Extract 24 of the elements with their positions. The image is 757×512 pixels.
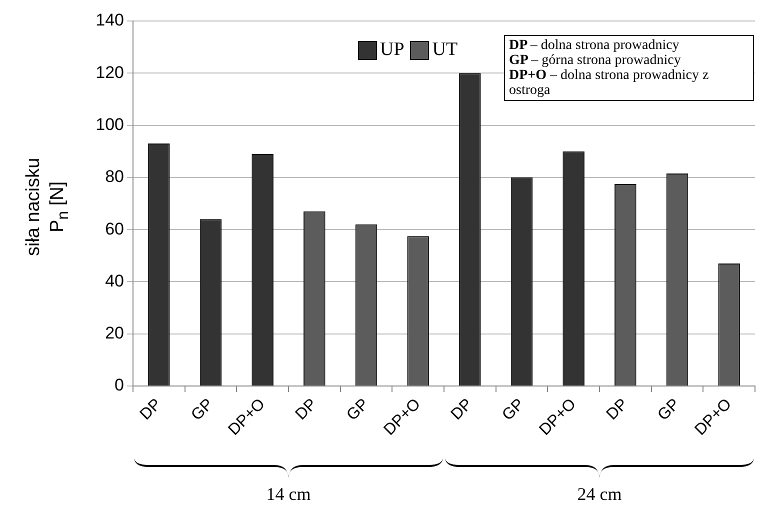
- x-tick-label: GP: [499, 396, 528, 424]
- x-tick-label: DP: [604, 396, 632, 424]
- text: 14 cm: [266, 484, 311, 505]
- note-box: DP – dolna strona prowadnicy GP – górna strona prowadnicy DP+O – dolna strona prowadnicy z ostroga: [504, 35, 754, 101]
- x-tick-label: GP: [188, 396, 217, 424]
- annotation: GP – górna strona prowadnicy: [509, 53, 682, 68]
- annotation: DP – dolna strona prowadnicy: [509, 38, 680, 53]
- y-tick-label: 100: [96, 114, 124, 134]
- x-tick-label: GP: [344, 396, 372, 424]
- annotation: DP+O – dolna strona prowadnicy z ostroga: [509, 68, 710, 98]
- y-tick-label: 40: [105, 271, 124, 290]
- y-tick-label: 80: [105, 167, 124, 186]
- x-tick-label: DP: [292, 396, 320, 424]
- legend-label: UP: [379, 39, 404, 61]
- text: 24 cm: [577, 484, 622, 505]
- x-tick-label: DP: [448, 396, 476, 424]
- y-tick-label: 120: [96, 62, 124, 82]
- legend-label: UT: [431, 39, 458, 61]
- y-tick-label: 0: [114, 376, 124, 395]
- y-tick-label: 20: [105, 324, 124, 343]
- y-tick-label: 60: [105, 219, 124, 238]
- x-tick-label: DP: [137, 396, 165, 424]
- y-tick-label: 140: [96, 10, 124, 30]
- x-tick-label: GP: [654, 396, 684, 424]
